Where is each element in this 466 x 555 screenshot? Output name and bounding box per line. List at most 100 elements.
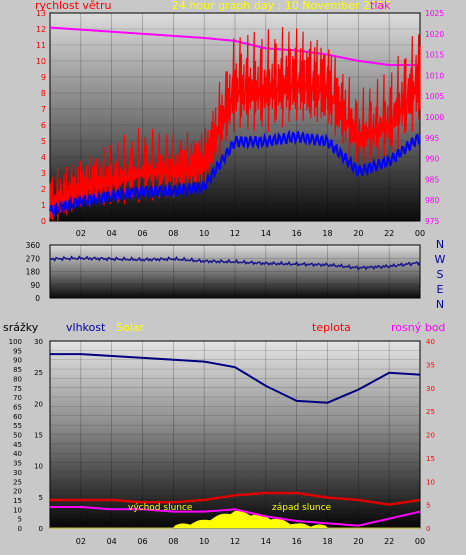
- x-tick-label: 16: [292, 229, 302, 238]
- direction-axis-ticks: 0 90 180 270 360: [26, 241, 41, 303]
- sunset-annotation: západ slunce: [272, 503, 332, 513]
- pressure-tick-label: 1015: [425, 51, 444, 60]
- wind-axis-label: rychlost větru: [35, 0, 111, 12]
- temperature-tick-label: 40: [426, 338, 435, 346]
- x-tick-label: 04: [107, 229, 117, 238]
- temp-humidity-plot-area: [49, 340, 421, 529]
- pressure-series-line: [49, 26, 420, 66]
- humidity-tick-label: 15: [34, 432, 43, 440]
- x-tick-label: 02: [76, 537, 86, 546]
- humidity-tick-label: 0: [39, 525, 43, 533]
- dew-point-series-line: [50, 505, 421, 527]
- temperature-tick-label: 35: [426, 361, 435, 369]
- precip-tick-label: 80: [13, 375, 22, 383]
- x-tick-label: 02: [76, 229, 86, 238]
- pressure-tick-label: 1025: [425, 9, 444, 18]
- compass-letter: W: [435, 253, 446, 266]
- wind-tick-label: 6: [41, 121, 46, 130]
- pressure-tick-label: 975: [425, 217, 440, 226]
- compass-letter: S: [437, 268, 444, 281]
- pressure-tick-label: 980: [425, 196, 440, 205]
- x-tick-label: 20: [353, 537, 363, 546]
- precip-tick-label: 90: [13, 357, 22, 365]
- temperature-axis-label: teplota: [312, 321, 351, 334]
- bottom-x-axis-ticks: 02 04 06 08 10 12 14 16 18 20 22 00: [76, 537, 425, 546]
- precip-tick-label: 75: [13, 385, 22, 393]
- x-tick-label: 18: [322, 537, 332, 546]
- wind-tick-label: 8: [41, 89, 46, 98]
- wind-tick-label: 7: [41, 105, 46, 114]
- wind-tick-label: 13: [36, 9, 46, 18]
- compass-letter: E: [437, 283, 444, 296]
- x-tick-label: 20: [353, 229, 363, 238]
- wind-tick-label: 9: [41, 73, 46, 82]
- direction-tick-label: 0: [35, 294, 40, 303]
- x-tick-label: 18: [322, 229, 332, 238]
- pressure-axis-label: tlak: [370, 0, 391, 12]
- precip-tick-label: 100: [9, 338, 22, 346]
- dew-point-axis-label: rosný bod: [391, 321, 445, 334]
- humidity-tick-label: 10: [34, 463, 43, 471]
- direction-tick-label: 90: [30, 281, 40, 290]
- temperature-tick-label: 15: [426, 455, 435, 463]
- pressure-tick-label: 1000: [425, 113, 444, 122]
- pressure-tick-label: 1010: [425, 71, 444, 80]
- x-tick-label: 08: [168, 229, 178, 238]
- precip-tick-label: 65: [13, 403, 22, 411]
- humidity-tick-label: 30: [34, 338, 43, 346]
- chart-title: 24 hour graph day : 10 November 2017: [172, 0, 391, 12]
- x-tick-label: 06: [137, 229, 147, 238]
- direction-tick-label: 360: [26, 241, 41, 250]
- wind-tick-label: 3: [41, 169, 46, 178]
- humidity-tick-label: 25: [34, 369, 43, 377]
- humidity-tick-label: 5: [39, 494, 43, 502]
- sunrise-annotation: východ slunce: [128, 503, 193, 513]
- wind-tick-label: 2: [41, 185, 46, 194]
- x-tick-label: 16: [292, 537, 302, 546]
- precip-tick-label: 15: [13, 497, 22, 505]
- x-tick-label: 10: [199, 537, 209, 546]
- solar-axis-label: Solar: [116, 321, 145, 334]
- precip-tick-label: 55: [13, 422, 22, 430]
- humidity-axis-label: vlhkost: [66, 321, 106, 334]
- temperature-tick-label: 25: [426, 408, 435, 416]
- wind-tick-label: 1: [41, 201, 46, 210]
- x-tick-label: 14: [261, 229, 271, 238]
- compass-letter: N: [436, 298, 444, 311]
- direction-tick-label: 180: [26, 268, 41, 277]
- temperature-tick-label: 20: [426, 432, 435, 440]
- temperature-tick-label: 30: [426, 385, 435, 393]
- x-tick-label: 00: [415, 537, 425, 546]
- precip-tick-label: 10: [13, 506, 22, 514]
- top-x-axis-ticks: 02 04 06 08 10 12 14 16 18 20 22 00: [76, 229, 425, 238]
- temperature-axis-ticks: 0 5 10 15 20 25 30 35 40: [426, 338, 435, 533]
- x-tick-label: 12: [230, 537, 240, 546]
- x-tick-label: 22: [384, 229, 394, 238]
- precip-axis-label: srážky: [3, 321, 39, 334]
- x-tick-label: 06: [137, 537, 147, 546]
- wind-tick-label: 10: [36, 57, 46, 66]
- x-tick-label: 14: [261, 537, 271, 546]
- direction-tick-label: 270: [26, 254, 41, 263]
- precip-tick-label: 5: [18, 516, 22, 524]
- humidity-tick-label: 20: [34, 400, 43, 408]
- precip-tick-label: 50: [13, 432, 22, 440]
- precip-tick-label: 60: [13, 413, 22, 421]
- direction-plot-area: [49, 244, 421, 299]
- precip-tick-label: 85: [13, 366, 22, 374]
- humidity-series-line: [50, 353, 421, 404]
- temperature-tick-label: 5: [426, 502, 430, 510]
- x-tick-label: 08: [168, 537, 178, 546]
- wind-speed-series-line: [49, 27, 421, 222]
- x-tick-label: 22: [384, 537, 394, 546]
- pressure-tick-label: 990: [425, 155, 440, 164]
- humidity-axis-ticks: 0 5 10 15 20 25 30: [34, 338, 43, 533]
- wind-tick-label: 12: [36, 25, 46, 34]
- pressure-axis-ticks: 975 980 985 990 995 1000 1005 1010 1015 1020 1025: [425, 9, 444, 226]
- compass-letter: N: [436, 238, 444, 251]
- solar-series-area: [50, 510, 420, 529]
